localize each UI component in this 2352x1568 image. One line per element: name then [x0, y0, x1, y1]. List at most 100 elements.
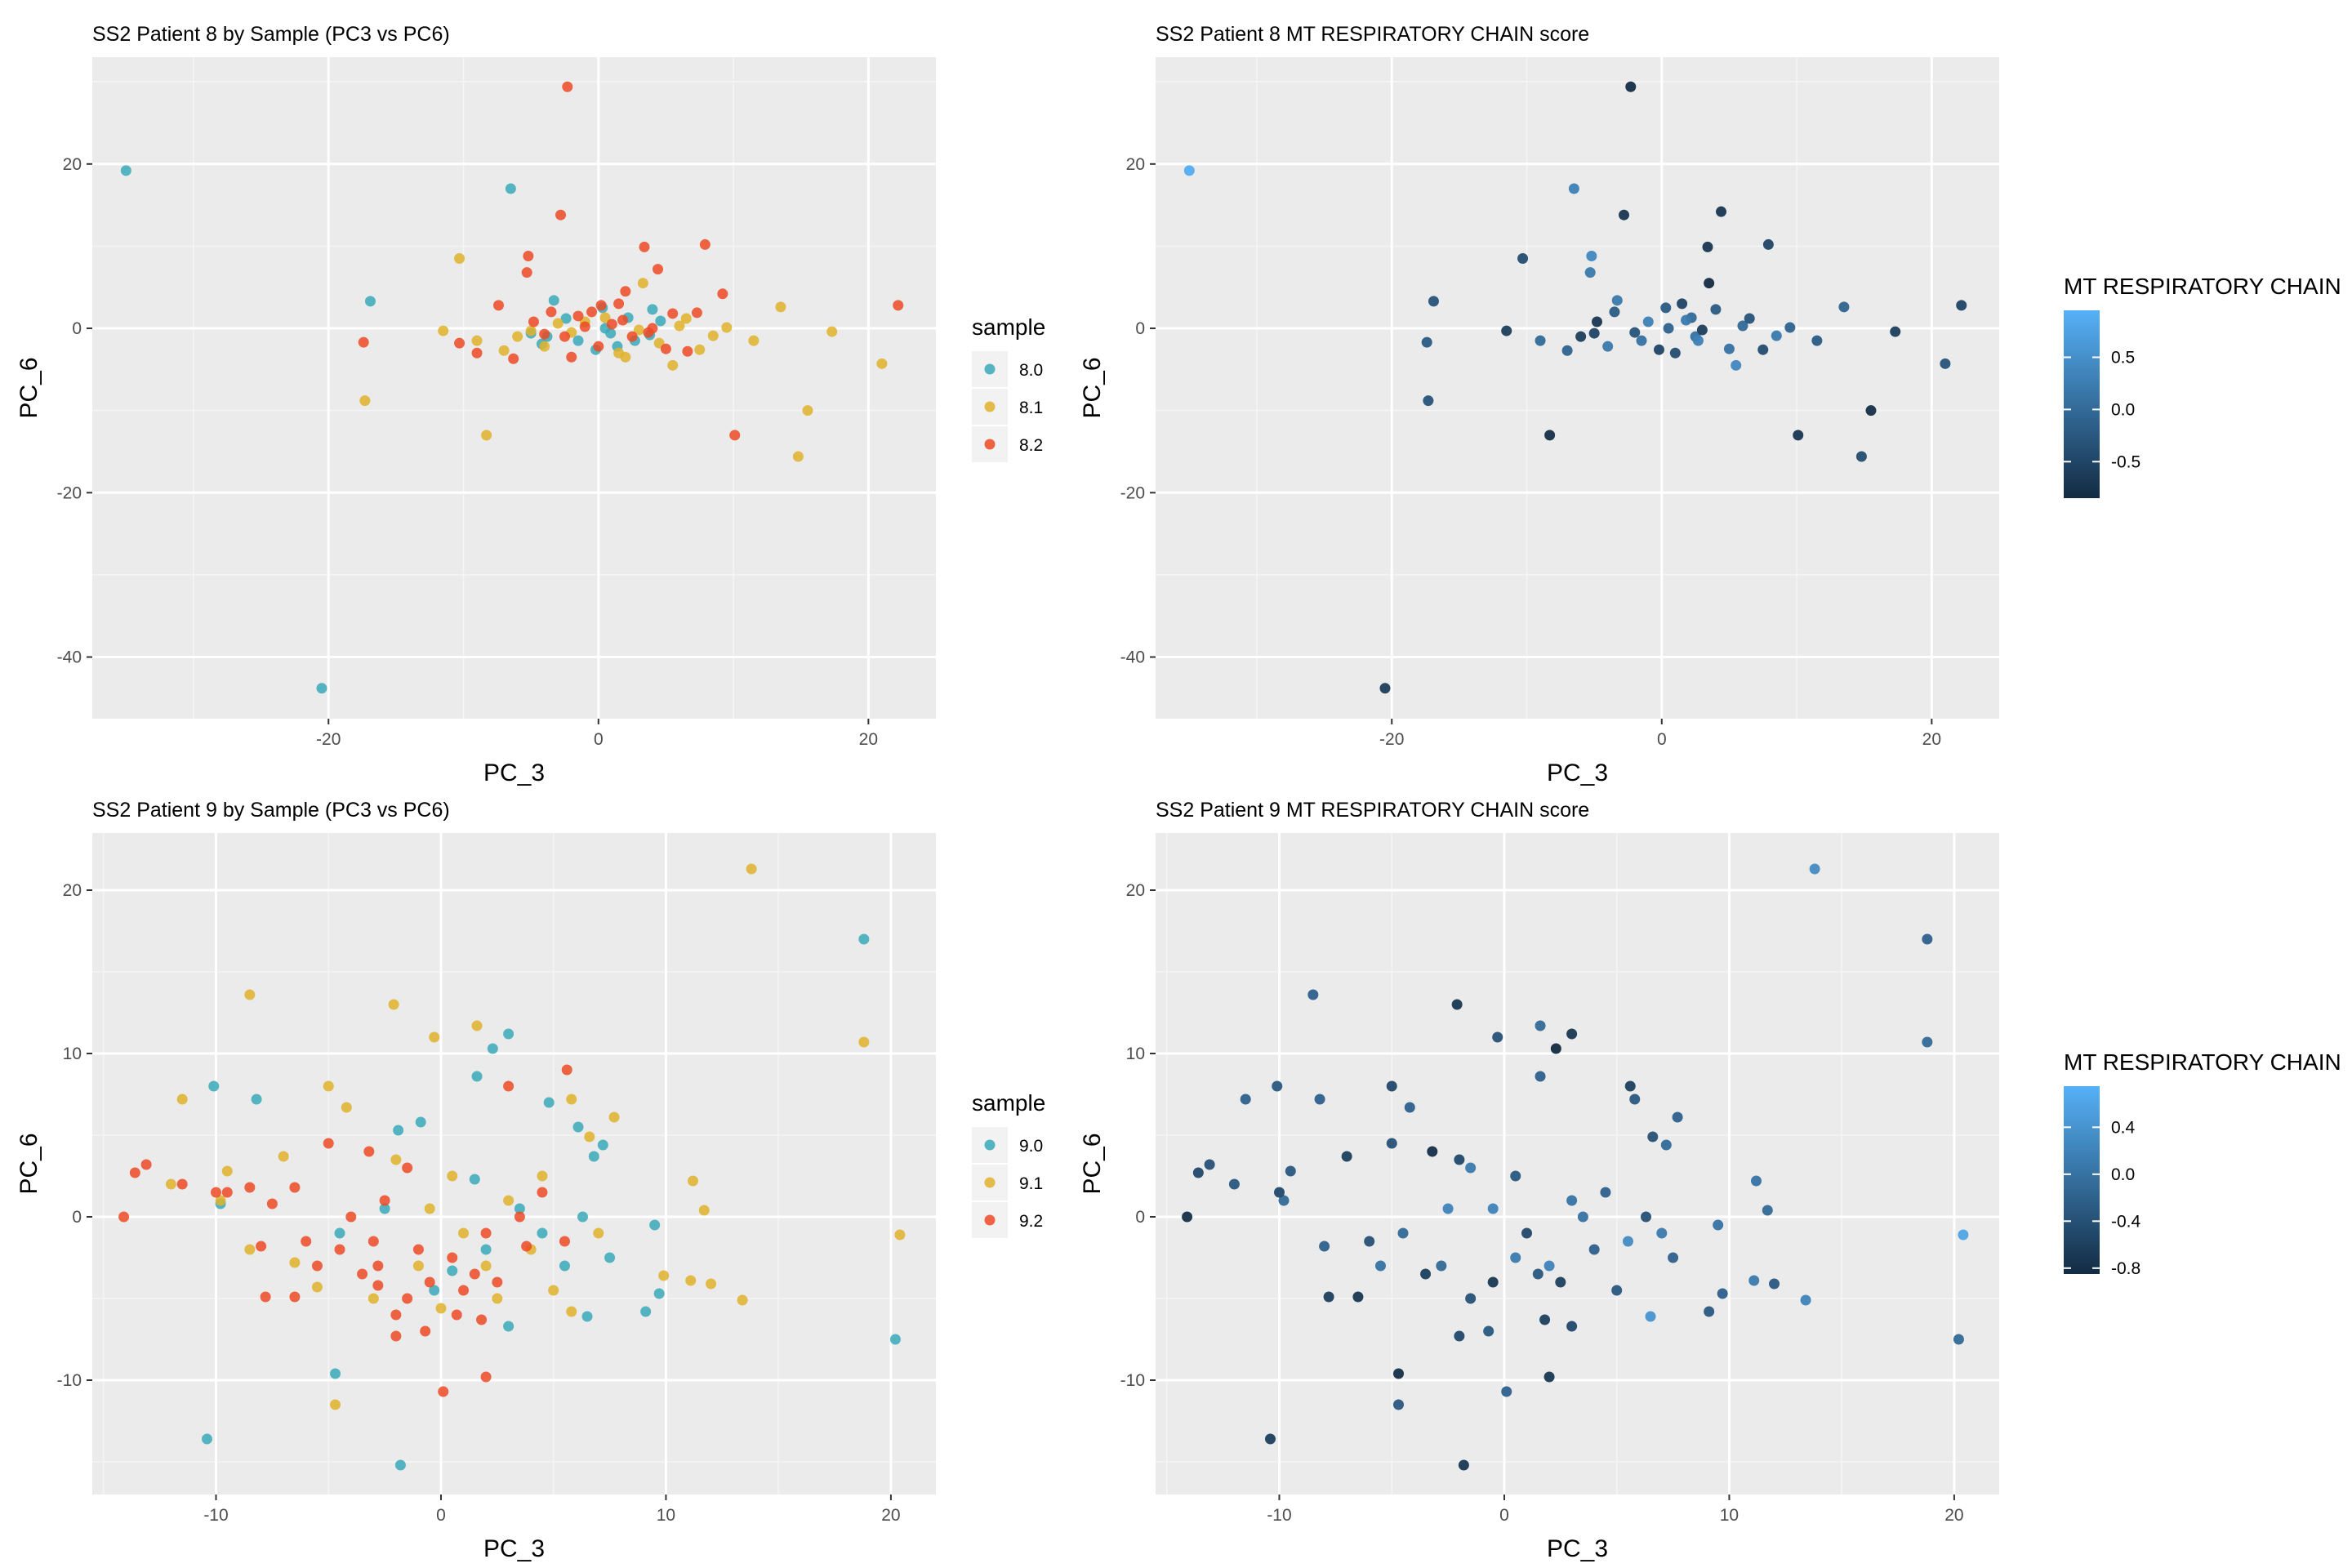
scatter-point: [1956, 300, 1967, 311]
scatter-point: [1501, 325, 1512, 336]
x-tick-label: -10: [1267, 1506, 1291, 1525]
scatter-point: [559, 1260, 570, 1272]
scatter-point: [1487, 1203, 1499, 1214]
y-tick-label: -10: [57, 1371, 82, 1390]
scatter-point: [514, 1211, 525, 1223]
scatter-point: [685, 1275, 697, 1286]
scatter-point: [537, 1227, 548, 1239]
scatter-point: [566, 1094, 577, 1105]
scatter-point: [364, 296, 376, 307]
scatter-point: [1465, 1162, 1477, 1174]
scatter-point: [1922, 933, 1933, 945]
scatter-point: [1566, 1321, 1578, 1332]
scatter-point: [1423, 395, 1434, 407]
plot-panel: [92, 57, 936, 719]
scatter-point: [1696, 324, 1708, 336]
scatter-point: [894, 1229, 906, 1241]
scatter-point: [717, 288, 728, 300]
scatter-point: [1454, 1330, 1465, 1342]
scatter-point: [256, 1241, 267, 1252]
scatter-point: [694, 344, 706, 355]
scatter-point: [323, 1080, 334, 1092]
scatter-point: [244, 1182, 256, 1193]
scatter-point: [176, 1094, 188, 1105]
scatter-point: [368, 1293, 379, 1304]
scatter-point: [1713, 1219, 1724, 1231]
y-tick-label: -40: [1120, 648, 1145, 667]
scatter-point: [363, 1146, 375, 1157]
y-tick-label: 0: [72, 319, 82, 338]
scatter-point: [251, 1094, 262, 1105]
scatter-point: [687, 1175, 698, 1187]
x-axis-title: PC_3: [483, 760, 545, 786]
scatter-point: [1588, 327, 1600, 339]
scatter-point: [1454, 1154, 1465, 1165]
scatter-point: [357, 1268, 368, 1280]
scatter-point: [1535, 1071, 1546, 1082]
scatter-point: [368, 1236, 379, 1247]
scatter-point: [481, 430, 492, 441]
scatter-point: [608, 1111, 620, 1123]
scatter-point: [289, 1257, 301, 1268]
scatter-point: [503, 1321, 514, 1332]
scatter-point: [1625, 81, 1637, 92]
scatter-point: [402, 1162, 413, 1174]
scatter-point: [1622, 1236, 1633, 1247]
scatter-point: [1629, 327, 1641, 338]
scatter-point: [211, 1187, 222, 1198]
scatter-point: [1183, 165, 1195, 176]
scatter-point: [561, 1064, 572, 1076]
scatter-point: [176, 1178, 188, 1190]
scatter-point: [593, 341, 604, 352]
scatter-point: [548, 1285, 559, 1296]
scatter-point: [1393, 1399, 1405, 1410]
scatter-point: [560, 313, 572, 324]
scatter-point: [1811, 335, 1823, 346]
scatter-point: [402, 1293, 413, 1304]
scatter-point: [334, 1244, 345, 1255]
scatter-point: [1660, 1139, 1672, 1151]
scatter-point: [1307, 989, 1319, 1000]
scatter-point: [480, 1227, 492, 1239]
scatter-point: [1264, 1433, 1276, 1445]
legend-swatch: [984, 1177, 996, 1188]
scatter-point: [653, 1288, 665, 1299]
scatter-point: [393, 1125, 404, 1136]
scatter-point: [633, 324, 644, 336]
scatter-point: [1591, 316, 1602, 327]
scatter-point: [1436, 1260, 1447, 1272]
y-tick-label: 0: [1135, 1208, 1145, 1227]
scatter-point: [1566, 1195, 1578, 1206]
scatter-point: [1716, 206, 1727, 217]
scatter-point: [1404, 1102, 1415, 1113]
legend-title: sample: [972, 314, 1045, 340]
scatter-point: [1656, 1227, 1668, 1239]
scatter-point: [1487, 1276, 1499, 1288]
scatter-point: [889, 1334, 901, 1345]
scatter-point: [165, 1178, 176, 1190]
legend-title: sample: [972, 1090, 1045, 1116]
scatter-point: [604, 1252, 616, 1263]
scatter-point: [698, 1205, 710, 1216]
scatter-point: [390, 1330, 402, 1342]
scatter-point: [1855, 451, 1867, 462]
scatter-point: [1352, 1291, 1364, 1303]
scatter-point: [420, 1325, 431, 1337]
scatter-point: [379, 1203, 390, 1214]
colorbar: [2064, 310, 2100, 498]
scatter-point: [680, 313, 692, 324]
scatter-point: [390, 1309, 402, 1321]
scatter-point: [372, 1280, 384, 1291]
scatter-point: [1757, 344, 1769, 355]
scatter-point: [606, 318, 617, 330]
scatter-point: [514, 1203, 525, 1214]
scatter-point: [521, 1241, 532, 1252]
scatter-point: [826, 326, 838, 337]
scatter-point: [599, 312, 611, 323]
scatter-point: [1681, 314, 1692, 326]
scatter-point: [372, 1260, 384, 1272]
scatter-point: [244, 989, 256, 1000]
scatter-point: [1800, 1294, 1811, 1306]
scatter-point: [647, 323, 658, 334]
scatter-point: [876, 358, 888, 369]
